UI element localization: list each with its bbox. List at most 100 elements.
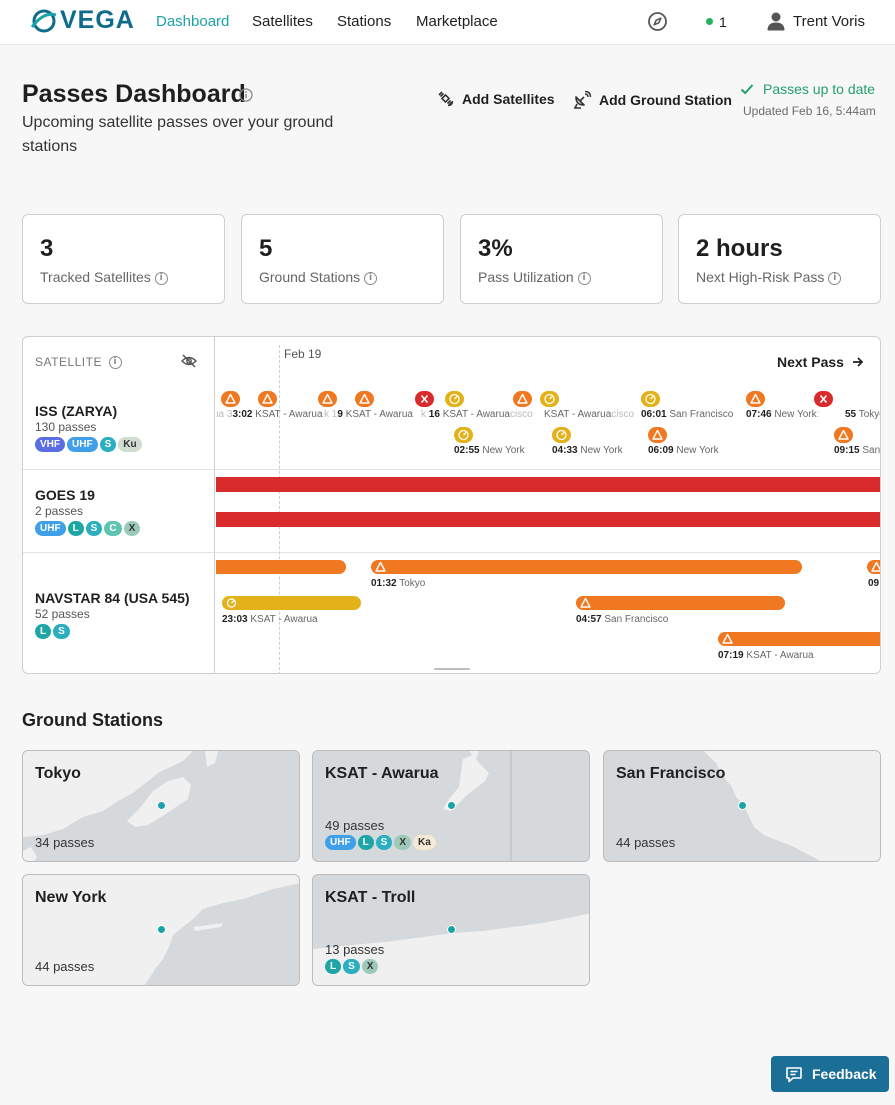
station-location-dot	[738, 801, 747, 810]
high-risk-pass-marker[interactable]	[648, 427, 667, 443]
gauge-icon	[449, 393, 460, 405]
high-risk-pass-marker[interactable]	[513, 391, 532, 407]
stat-card-ground-stations: 5 Ground Stations i	[241, 214, 444, 304]
info-icon[interactable]: i	[364, 271, 378, 285]
nav-stations[interactable]: Stations	[337, 13, 392, 30]
high-risk-pass-marker[interactable]	[318, 391, 337, 407]
band-badge: L	[357, 835, 374, 850]
station-name: Tokyo	[35, 765, 81, 782]
nav-dashboard[interactable]: Dashboard	[156, 13, 230, 30]
user-icon[interactable]	[766, 11, 786, 31]
info-icon[interactable]: i	[577, 271, 591, 285]
stat-value: 2 hours	[696, 235, 783, 262]
stat-card-pass-utilization: 3% Pass Utilization i	[460, 214, 663, 304]
high-risk-pass-marker[interactable]	[221, 391, 240, 407]
satellite-name-navstar-84[interactable]: NAVSTAR 84 (USA 545)	[35, 590, 190, 606]
station-pass-count: 44 passes	[35, 959, 95, 974]
station-bands: L S X	[325, 959, 379, 974]
warning-icon	[652, 429, 663, 440]
pass-label: 07:19 KSAT - Awarua	[718, 650, 814, 661]
connection-status-dot	[706, 18, 713, 25]
hide-icon[interactable]	[181, 354, 197, 368]
add-satellites-label: Add Satellites	[462, 91, 555, 107]
arrow-right-icon	[852, 357, 864, 367]
station-location-dot	[157, 925, 166, 934]
next-pass-button[interactable]: Next Pass	[777, 354, 864, 370]
satellite-pass-count: 2 passes	[35, 504, 84, 518]
ground-station-card-ksat-troll[interactable]: KSAT - Troll 13 passes L S X	[312, 874, 590, 986]
critical-pass-marker[interactable]	[415, 391, 434, 407]
high-risk-pass-marker[interactable]	[258, 391, 277, 407]
medium-risk-pass-marker[interactable]	[641, 391, 660, 407]
page-subtitle: Upcoming satellite passes over your grou…	[22, 114, 334, 155]
satellite-name-goes-19[interactable]: GOES 19	[35, 487, 95, 503]
critical-pass-bar[interactable]	[216, 512, 880, 527]
date-divider-line	[279, 345, 280, 673]
band-badge: UHF	[325, 835, 356, 850]
last-updated: Updated Feb 16, 5:44am	[743, 104, 876, 118]
date-label: Feb 19	[284, 347, 322, 361]
ground-station-card-san-francisco[interactable]: San Francisco 44 passes	[603, 750, 881, 862]
add-ground-station-button[interactable]: Add Ground Station	[573, 90, 732, 109]
pass-label: 09:15 San	[834, 445, 881, 456]
medium-risk-pass-marker[interactable]	[454, 427, 473, 443]
high-risk-pass-bar[interactable]	[371, 560, 802, 574]
ground-station-card-tokyo[interactable]: Tokyo 34 passes	[22, 750, 300, 862]
sync-status-label: Passes up to date	[763, 81, 876, 97]
pass-label: 09	[868, 578, 880, 589]
high-risk-pass-bar[interactable]	[867, 560, 880, 574]
warning-icon	[225, 393, 236, 404]
station-location-dot	[157, 801, 166, 810]
medium-risk-pass-bar[interactable]	[222, 596, 361, 610]
critical-pass-marker[interactable]	[814, 391, 833, 407]
connection-status-count[interactable]: 1	[719, 14, 727, 30]
info-icon[interactable]	[239, 88, 253, 102]
timeline-resize-handle[interactable]	[434, 668, 470, 670]
medium-risk-pass-marker[interactable]	[445, 391, 464, 407]
vega-logo-icon	[30, 9, 57, 32]
info-icon[interactable]: i	[828, 271, 842, 285]
warning-icon	[375, 561, 386, 572]
user-name[interactable]: Trent Voris	[793, 13, 865, 30]
pass-label: 01:32 Tokyo	[371, 578, 426, 589]
ground-station-card-ksat-awarua[interactable]: KSAT - Awarua 49 passes UHF L S X Ka	[312, 750, 590, 862]
band-badge: L	[67, 521, 84, 536]
high-risk-pass-marker[interactable]	[746, 391, 765, 407]
band-badge: C	[104, 521, 122, 536]
medium-risk-pass-marker[interactable]	[552, 427, 571, 443]
high-risk-pass-bar[interactable]	[216, 560, 346, 574]
timeline-track-area[interactable]: Feb 19 Next Pass ua 33:02 KSAT - Awarua …	[216, 337, 881, 673]
add-satellites-button[interactable]: Add Satellites	[437, 90, 555, 108]
satellite-name-iss[interactable]: ISS (ZARYA)	[35, 403, 118, 419]
nav-marketplace[interactable]: Marketplace	[416, 13, 498, 30]
pass-label: ua 33:02 KSAT - Awarua	[216, 409, 323, 420]
gauge-icon	[544, 393, 555, 405]
vega-logo[interactable]: VEGA	[30, 6, 135, 35]
critical-pass-bar[interactable]	[216, 477, 880, 492]
info-icon[interactable]: i	[154, 271, 168, 285]
station-bands: UHF L S X Ka	[325, 835, 436, 850]
high-risk-pass-bar[interactable]	[576, 596, 785, 610]
satellite-column-header: SATELLITE i	[35, 355, 122, 370]
ground-station-card-new-york[interactable]: New York 44 passes	[22, 874, 300, 986]
map-thumbnail	[604, 751, 880, 861]
stat-value: 5	[259, 235, 273, 262]
compass-icon[interactable]	[647, 11, 668, 32]
pass-label: k 19 KSAT - Awarua	[324, 409, 413, 420]
feedback-button[interactable]: Feedback	[771, 1056, 889, 1092]
info-icon[interactable]: i	[108, 356, 122, 370]
medium-risk-pass-marker[interactable]	[540, 391, 559, 407]
station-name: KSAT - Awarua	[325, 765, 439, 782]
band-badge: X	[361, 959, 379, 974]
add-ground-station-label: Add Ground Station	[599, 91, 732, 108]
high-risk-pass-marker[interactable]	[355, 391, 374, 407]
stat-label: Next High-Risk Pass i	[696, 269, 842, 285]
band-badge: Ku	[118, 437, 142, 452]
sync-status: Passes up to date	[740, 81, 875, 97]
station-pass-count: 13 passes	[325, 942, 385, 957]
nav-satellites[interactable]: Satellites	[252, 13, 313, 30]
high-risk-pass-marker[interactable]	[834, 427, 853, 443]
feedback-label: Feedback	[812, 1066, 877, 1082]
band-badge: UHF	[35, 521, 66, 536]
high-risk-pass-bar[interactable]	[718, 632, 880, 646]
